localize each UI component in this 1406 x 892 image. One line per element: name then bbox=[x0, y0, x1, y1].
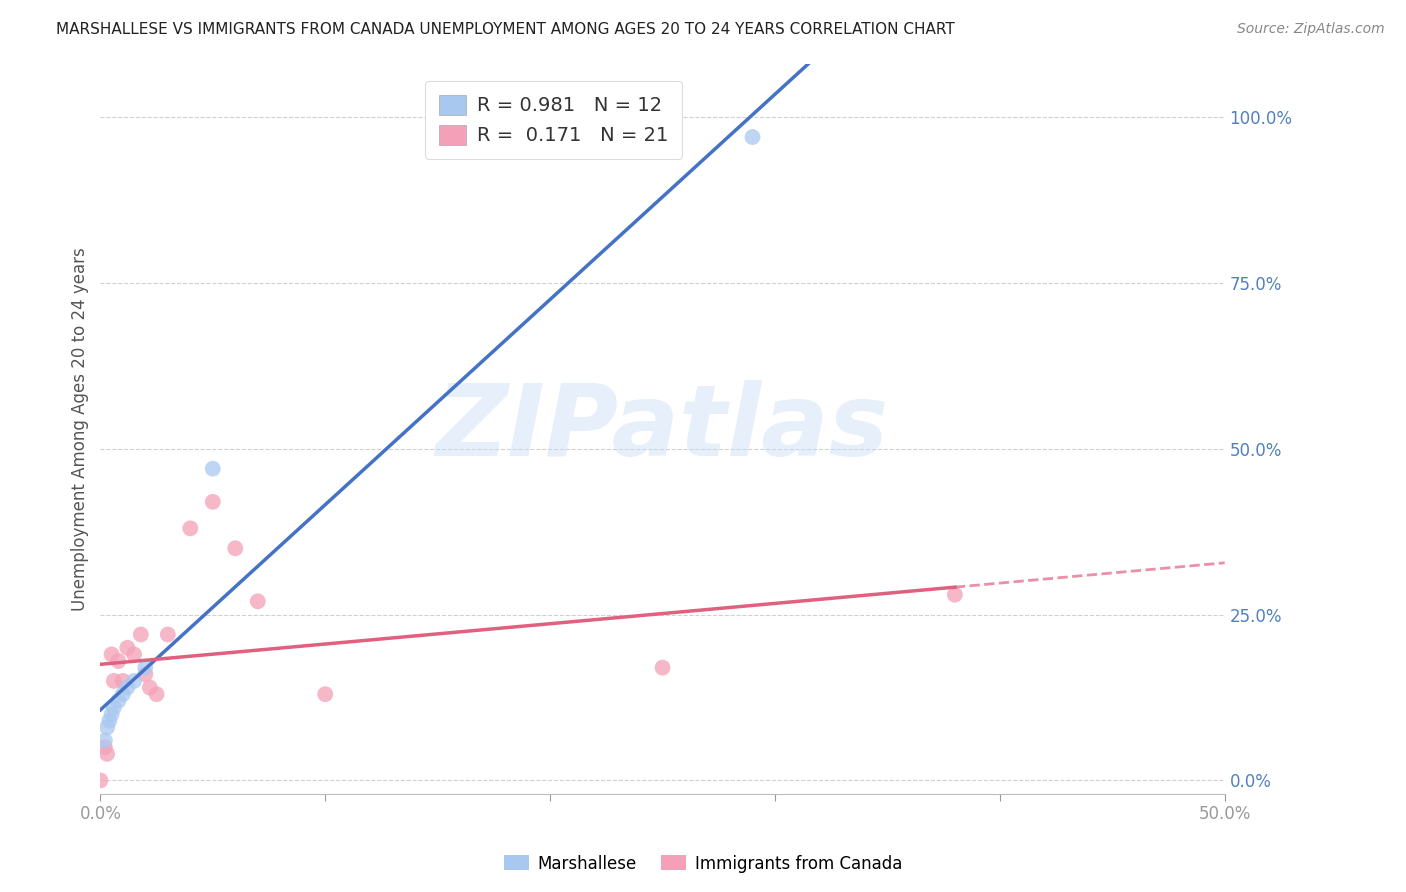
Point bbox=[651, 660, 673, 674]
Legend: R = 0.981   N = 12, R =  0.171   N = 21: R = 0.981 N = 12, R = 0.171 N = 21 bbox=[425, 81, 682, 159]
Point bbox=[156, 627, 179, 641]
Point bbox=[94, 740, 117, 755]
Point bbox=[741, 130, 763, 145]
Text: MARSHALLESE VS IMMIGRANTS FROM CANADA UNEMPLOYMENT AMONG AGES 20 TO 24 YEARS COR: MARSHALLESE VS IMMIGRANTS FROM CANADA UN… bbox=[56, 22, 955, 37]
Point bbox=[179, 521, 201, 535]
Point bbox=[89, 773, 111, 788]
Point bbox=[111, 687, 134, 701]
Point bbox=[107, 694, 129, 708]
Text: ZIPatlas: ZIPatlas bbox=[436, 380, 889, 477]
Point bbox=[201, 495, 224, 509]
Point bbox=[201, 461, 224, 475]
Point bbox=[103, 700, 125, 714]
Point bbox=[96, 720, 118, 734]
Point bbox=[94, 733, 117, 747]
Point bbox=[134, 660, 156, 674]
Text: Source: ZipAtlas.com: Source: ZipAtlas.com bbox=[1237, 22, 1385, 37]
Point bbox=[117, 681, 139, 695]
Point bbox=[145, 687, 167, 701]
Point bbox=[103, 673, 125, 688]
Point bbox=[943, 588, 966, 602]
Y-axis label: Unemployment Among Ages 20 to 24 years: Unemployment Among Ages 20 to 24 years bbox=[72, 247, 89, 611]
Point bbox=[111, 673, 134, 688]
Point bbox=[98, 714, 121, 728]
Legend: Marshallese, Immigrants from Canada: Marshallese, Immigrants from Canada bbox=[498, 848, 908, 880]
Point bbox=[100, 707, 122, 722]
Point bbox=[107, 654, 129, 668]
Point bbox=[100, 648, 122, 662]
Point bbox=[224, 541, 246, 556]
Point bbox=[134, 667, 156, 681]
Point bbox=[122, 648, 145, 662]
Point bbox=[314, 687, 336, 701]
Point bbox=[139, 681, 162, 695]
Point bbox=[129, 627, 152, 641]
Point bbox=[246, 594, 269, 608]
Point bbox=[96, 747, 118, 761]
Point bbox=[117, 640, 139, 655]
Point bbox=[122, 673, 145, 688]
